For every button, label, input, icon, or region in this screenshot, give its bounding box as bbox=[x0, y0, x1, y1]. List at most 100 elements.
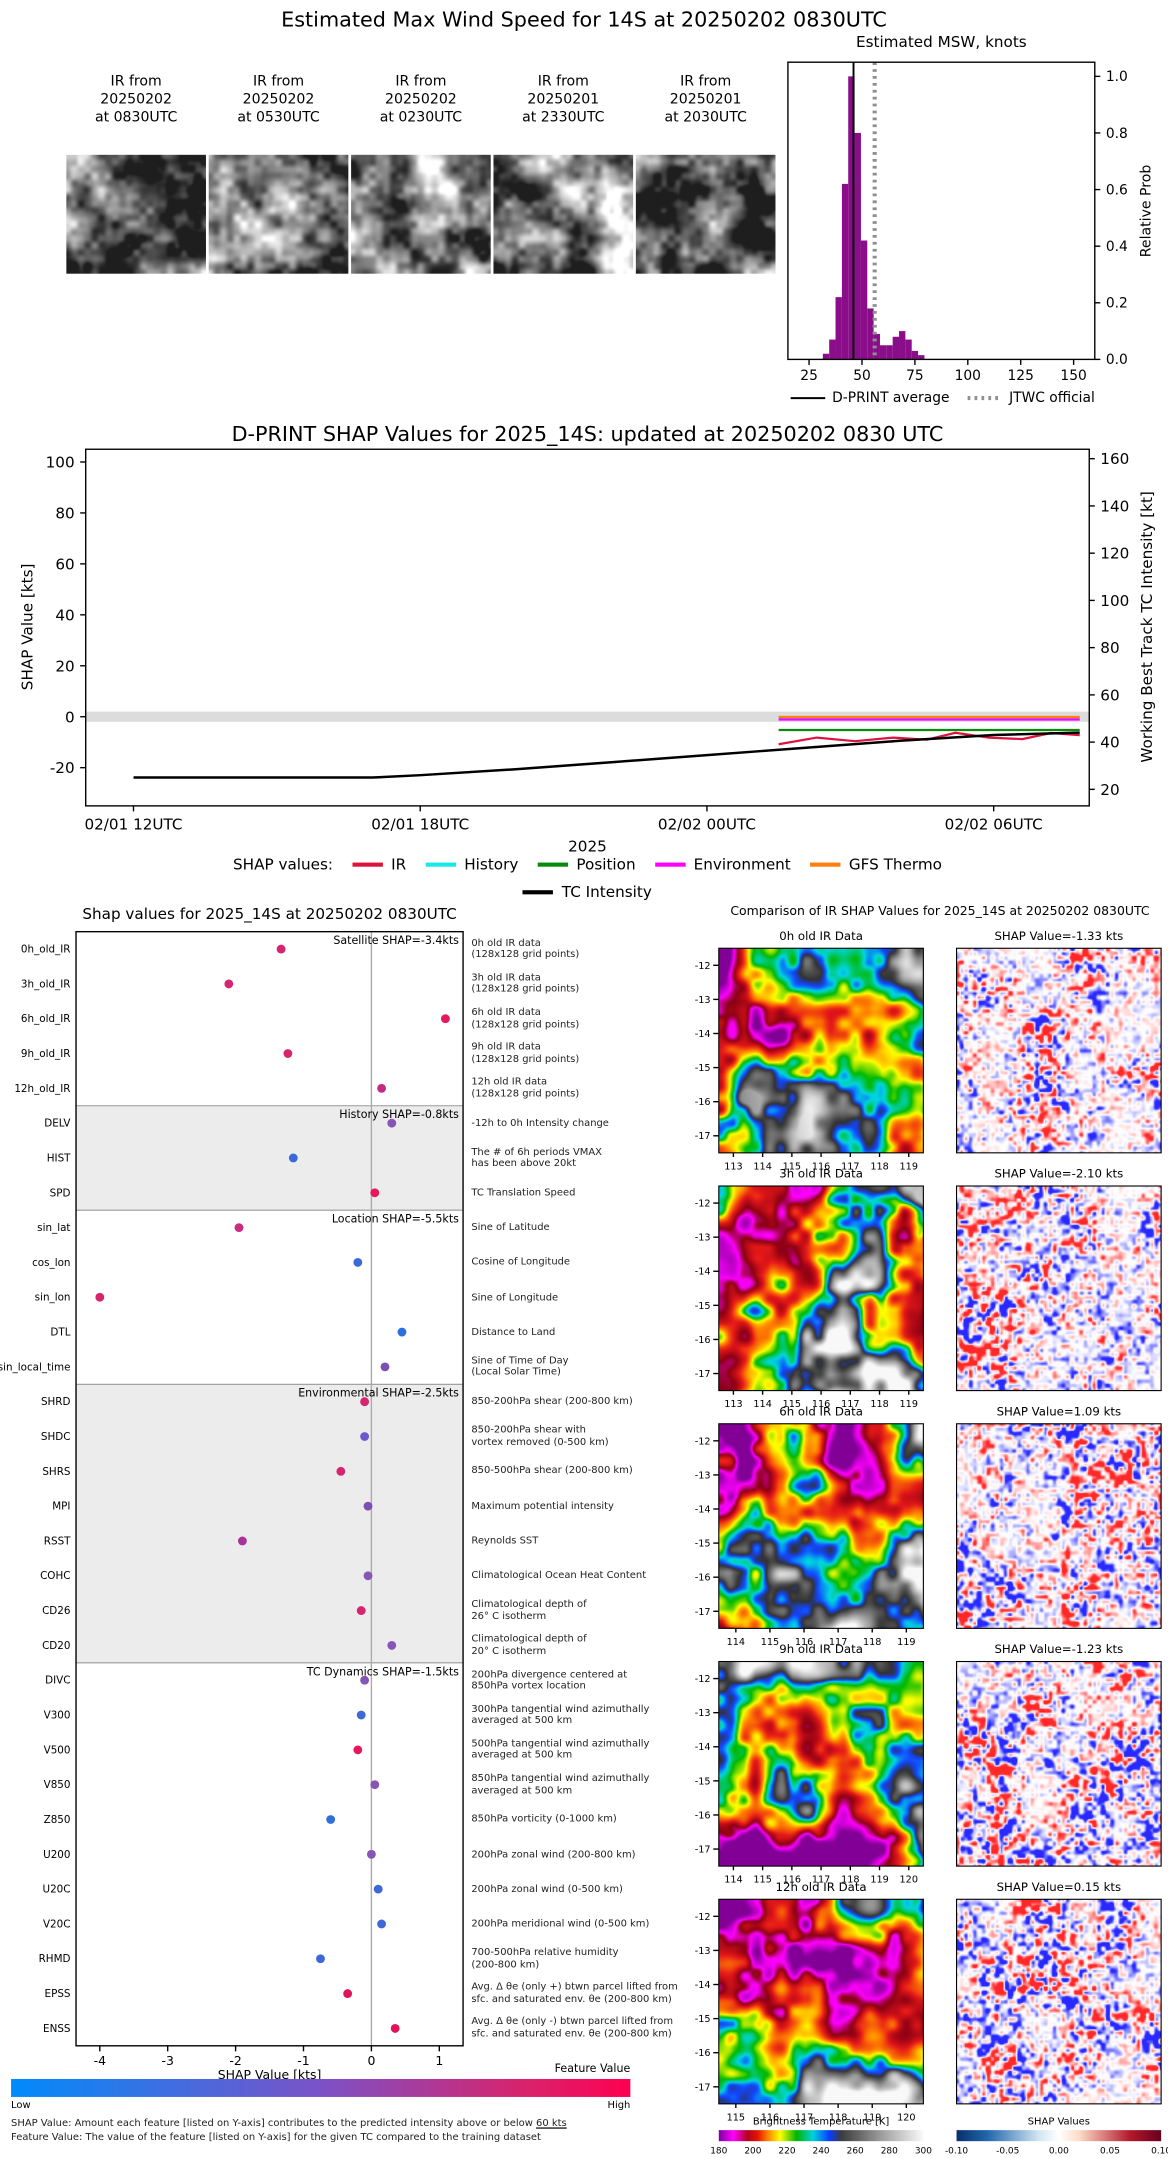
feature-description: 0h old IR data (128x128 grid points) bbox=[471, 935, 580, 961]
feature-label: V20C bbox=[43, 1918, 71, 1930]
feature-label: 3h_old_IR bbox=[21, 978, 71, 990]
feature-label: SHRD bbox=[41, 1396, 71, 1408]
map-xtick-label: 116 bbox=[812, 1399, 830, 1410]
legend-swatch bbox=[537, 863, 569, 867]
feature-description: Reynolds SST bbox=[471, 1533, 539, 1547]
histogram-ylabel: Relative Prob bbox=[1139, 164, 1155, 258]
ir-map-title: 6h old IR Data bbox=[779, 1404, 863, 1418]
ir-map-title: 0h old IR Data bbox=[779, 929, 863, 943]
histogram-title: Estimated MSW, knots bbox=[855, 33, 1027, 52]
ir-thumbnail-label: IR from 20250202 at 0830UTC bbox=[94, 74, 178, 127]
shap-dot-Z850 bbox=[326, 1815, 336, 1824]
feature-label: V300 bbox=[44, 1710, 71, 1722]
feature-label: 9h_old_IR bbox=[21, 1048, 71, 1060]
map-xtick-label: 117 bbox=[812, 1875, 830, 1886]
timeseries-ytick-left-label: 100 bbox=[46, 454, 75, 472]
feature-label: SHDC bbox=[41, 1431, 71, 1443]
map-ytick-label: -12 bbox=[695, 961, 711, 972]
shap-dot-V20C bbox=[377, 1919, 387, 1929]
shap-dot-DTL bbox=[397, 1327, 407, 1337]
shap-dot-0h_old_IR bbox=[276, 944, 286, 954]
ir-thumbnail-image bbox=[351, 154, 491, 274]
histogram-bar bbox=[892, 336, 900, 360]
timeseries-legend-row1: SHAP values: IR History Position Environment… bbox=[86, 856, 1090, 874]
shap-map-image bbox=[956, 1186, 1162, 1391]
feature-description: 300hPa tangential wind azimuthally avera… bbox=[471, 1701, 650, 1727]
feature-label: EPSS bbox=[45, 1988, 71, 2000]
histogram-bar bbox=[835, 297, 842, 360]
section-header: TC Dynamics SHAP=-1.5kts bbox=[306, 1665, 459, 1678]
bt-colorbar-tick-label: 260 bbox=[847, 2147, 864, 2157]
feature-description: Climatological Ocean Heat Content bbox=[471, 1568, 647, 1581]
feature-description: Avg. Δ θe (only +) btwn parcel lifted fr… bbox=[471, 1980, 678, 2005]
feature-label: RSST bbox=[44, 1535, 71, 1547]
shap-dot-CD26 bbox=[356, 1606, 366, 1616]
timeseries-ytick-right-label: 100 bbox=[1100, 592, 1129, 610]
section-header: History SHAP=-0.8kts bbox=[339, 1108, 459, 1121]
histogram-ytick-label: 0.4 bbox=[1106, 239, 1128, 255]
histogram-xtick-label: 150 bbox=[1060, 368, 1086, 384]
ir-map-image bbox=[718, 948, 924, 1153]
map-xtick-label: 117 bbox=[829, 1637, 847, 1648]
histogram-bar bbox=[886, 345, 893, 360]
shap-colorbar-tick-label: 0.05 bbox=[1100, 2147, 1120, 2157]
timeseries-ytick-left-label: 20 bbox=[55, 657, 74, 675]
footnote-shap-text: SHAP Value: Amount each feature [listed … bbox=[11, 2116, 537, 2129]
map-xtick-label: 116 bbox=[812, 1161, 830, 1172]
timeseries-ytick-left-label: 0 bbox=[65, 708, 75, 726]
shap-dot-HIST bbox=[288, 1153, 298, 1163]
bt-colorbar-tick-label: 240 bbox=[813, 2147, 830, 2157]
ir-thumbnail-image bbox=[66, 154, 206, 274]
histogram-xtick-label: 50 bbox=[853, 368, 871, 384]
shap-dot-DELV bbox=[387, 1118, 397, 1128]
ir-map-image bbox=[718, 1899, 924, 2104]
timeseries-ytick-left-label: -20 bbox=[50, 759, 75, 777]
histogram-xtick-label: 75 bbox=[906, 368, 924, 384]
legend-swatch bbox=[523, 890, 554, 894]
shap-dot-MPI bbox=[363, 1501, 373, 1511]
shap-dot-DIVC bbox=[360, 1675, 370, 1685]
feature-description: 12h old IR data (128x128 grid points) bbox=[471, 1075, 580, 1100]
feature-description: 3h old IR data (128x128 grid points) bbox=[471, 970, 580, 995]
feature-label: cos_lon bbox=[32, 1257, 70, 1269]
shap-map-image bbox=[956, 1899, 1162, 2104]
bt-colorbar-label: Brightness Temperature [K] bbox=[752, 2114, 890, 2128]
legend-label: Position bbox=[576, 855, 636, 874]
map-xtick-label: 118 bbox=[870, 1161, 888, 1172]
feature-description: 850-200hPa shear with vortex removed (0-… bbox=[471, 1423, 609, 1448]
ir-thumbnail-image bbox=[635, 154, 776, 274]
map-xtick-label: 119 bbox=[870, 1875, 888, 1886]
histogram-bar bbox=[899, 331, 906, 360]
map-xtick-label: 114 bbox=[753, 1399, 771, 1410]
feature-description: Sine of Latitude bbox=[471, 1220, 550, 1233]
map-xtick-label: 117 bbox=[841, 1161, 859, 1172]
top-panel-title: Estimated Max Wind Speed for 14S at 2025… bbox=[281, 6, 887, 32]
histogram-bar bbox=[822, 353, 830, 360]
feature-label: CD26 bbox=[42, 1605, 70, 1617]
shap-colorbar-tick-label: 0.00 bbox=[1049, 2147, 1069, 2157]
shap-map-title: SHAP Value=-1.33 kts bbox=[994, 929, 1123, 943]
timeseries-title: D-PRINT SHAP Values for 2025_14S: update… bbox=[231, 421, 944, 447]
timeseries-xtick-label: 02/01 12UTC bbox=[84, 815, 182, 833]
feature-label: DIVC bbox=[45, 1675, 70, 1687]
map-xtick-label: 119 bbox=[900, 1399, 918, 1410]
shap-dot-COHC bbox=[363, 1571, 373, 1581]
shap-dot-RHMD bbox=[316, 1954, 325, 1964]
shap-map-title: SHAP Value=-1.23 kts bbox=[994, 1642, 1123, 1656]
shap-dot-RSST bbox=[237, 1536, 247, 1546]
shap-map-image bbox=[956, 948, 1162, 1153]
ir-thumbnail-label: IR from 20250202 at 0230UTC bbox=[379, 74, 463, 127]
timeseries-xlabel: 2025 bbox=[568, 837, 607, 856]
map-ytick-label: -13 bbox=[695, 1233, 711, 1244]
map-xtick-label: 119 bbox=[900, 1161, 918, 1172]
shap-dot-SHRS bbox=[336, 1466, 346, 1476]
feature-description: 850-200hPa shear (200-800 km) bbox=[471, 1394, 633, 1407]
bt-colorbar-tick-label: 200 bbox=[744, 2147, 761, 2157]
feature-description: 200hPa divergence centered at 850hPa vor… bbox=[471, 1666, 628, 1692]
map-xtick-label: 115 bbox=[753, 1875, 771, 1886]
shap-dot-sin_lat bbox=[234, 1223, 244, 1233]
ir-map-image bbox=[718, 1661, 924, 1867]
histogram-xtick-label: 25 bbox=[800, 368, 818, 384]
map-xtick-label: 116 bbox=[783, 1875, 801, 1886]
